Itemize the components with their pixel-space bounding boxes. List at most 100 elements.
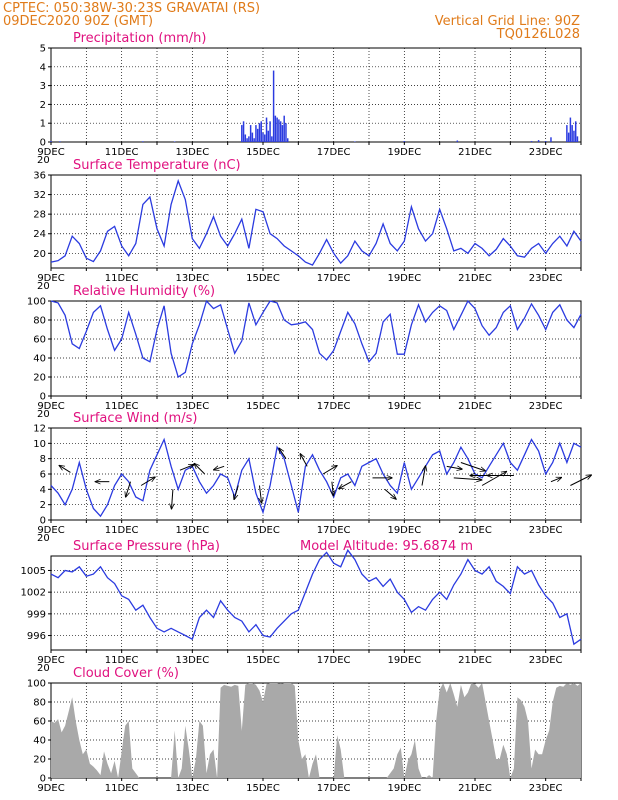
- precip-bar: [274, 115, 277, 142]
- pres-xtick-label: 17DEC: [317, 655, 351, 666]
- precip-xtick-label: 13DEC: [175, 147, 209, 158]
- wind-vector-arrow: [550, 477, 562, 483]
- wind-xtick-stub: 20: [37, 533, 50, 544]
- precip-bar: [255, 125, 257, 142]
- wind-ytick-label: 8: [40, 454, 46, 465]
- temp-ytick-label: 24: [33, 229, 46, 240]
- rh-panel: 0 20 40 60 80 100 9DEC 11DEC 13DEC 15DEC 17DEC 19DE…: [27, 284, 582, 420]
- precip-ytick-label: 1: [40, 119, 46, 130]
- rh-xtick-label: 23DEC: [529, 401, 563, 412]
- precip-bar: [258, 123, 261, 142]
- precip-xtick-stub: 20: [37, 155, 50, 166]
- wind-vector-arrow: [300, 454, 308, 467]
- pres-xtick-label: 9DEC: [37, 655, 64, 666]
- precip-bar: [456, 140, 459, 142]
- wind-vector-arrow: [339, 481, 352, 489]
- header-run-time: 09DEC2020 90Z (GMT): [3, 14, 153, 29]
- rh-title: Relative Humidity (%): [73, 284, 215, 299]
- cloud-xtick-label: 17DEC: [317, 783, 351, 794]
- wind-vector-arrow: [126, 481, 131, 497]
- temp-panel: 20 24 28 32 36 9DEC 11DEC 13DEC 15DEC 17DEC 19DEC 2…: [33, 158, 582, 292]
- precip-ytick-label: 0: [40, 138, 46, 149]
- precip-bar: [569, 117, 572, 142]
- wind-vector-arrow: [140, 477, 155, 486]
- cloud-xtick-label: 19DEC: [387, 783, 421, 794]
- header: CPTEC: 050:38W-30:23S GRAVATAI (RS) 09DE…: [3, 1, 580, 42]
- cloud-ytick-label: 40: [33, 736, 46, 747]
- precip-bar: [241, 125, 243, 142]
- wind-vector-arrow: [332, 481, 333, 496]
- wind-vector-arrow: [179, 465, 194, 471]
- wind-xtick-label: 19DEC: [387, 525, 421, 536]
- wind-vector-arrow: [481, 472, 507, 486]
- precip-bar: [271, 136, 273, 142]
- precip-bar: [260, 121, 262, 142]
- precip-bar: [262, 132, 264, 142]
- wind-ytick-label: 4: [40, 485, 46, 496]
- precip-bar: [567, 132, 570, 142]
- rh-xtick-stub: 20: [37, 409, 50, 420]
- rh-xtick-label: 13DEC: [175, 401, 209, 412]
- rh-ytick-label: 0: [40, 392, 46, 403]
- wind-ytick-label: 12: [33, 424, 46, 435]
- temp-ytick-label: 32: [33, 190, 46, 201]
- precip-bar: [251, 132, 254, 142]
- rh-xtick-label: 21DEC: [458, 401, 492, 412]
- pres-xtick-label: 15DEC: [246, 655, 280, 666]
- precip-bar: [173, 141, 176, 142]
- wind-vector-arrow: [322, 466, 337, 475]
- precip-bar: [573, 130, 575, 142]
- wind-ytick-label: 6: [40, 470, 46, 481]
- precip-bar: [246, 138, 248, 142]
- pres-ytick-label: 1002: [21, 588, 46, 599]
- temp-xtick-label: 11DEC: [105, 273, 139, 284]
- pres-series-line: [50, 548, 582, 646]
- precip-bar: [279, 121, 282, 142]
- pres-annotation: Model Altitude: 95.6874 m: [300, 539, 473, 554]
- wind-ytick-label: 10: [33, 439, 46, 450]
- rh-ytick-label: 40: [33, 354, 46, 365]
- rh-xtick-label: 17DEC: [317, 401, 351, 412]
- rh-ytick-label: 60: [33, 335, 46, 346]
- wind-vector-arrow: [446, 466, 462, 469]
- precip-xtick-label: 21DEC: [458, 147, 492, 158]
- wind-xtick-label: 11DEC: [105, 525, 139, 536]
- rh-xtick-label: 11DEC: [105, 401, 139, 412]
- temp-xtick-label: 23DEC: [529, 273, 563, 284]
- temp-xtick-stub: 20: [37, 281, 50, 292]
- precip-bar: [242, 121, 245, 142]
- rh-xtick-label: 19DEC: [387, 401, 421, 412]
- precip-bar: [256, 128, 259, 142]
- wind-xtick-label: 21DEC: [458, 525, 492, 536]
- precip-ytick-label: 4: [40, 62, 46, 73]
- precip-bar: [264, 134, 266, 142]
- cloud-ytick-label: 20: [33, 755, 46, 766]
- wind-xtick-label: 23DEC: [529, 525, 563, 536]
- temp-xtick-label: 15DEC: [246, 273, 280, 284]
- temp-frame: [50, 174, 582, 269]
- wind-vector-arrow: [453, 478, 482, 480]
- precip-bar: [276, 117, 278, 142]
- wind-series-line: [50, 437, 582, 518]
- precip-bar: [244, 134, 247, 142]
- cloud-ytick-label: 100: [27, 679, 46, 690]
- pres-xtick-label: 11DEC: [105, 655, 139, 666]
- cloud-cover-area: [51, 683, 581, 778]
- wind-vector-arrow: [259, 485, 261, 504]
- precip-bar: [544, 141, 547, 142]
- cloud-xtick-label: 15DEC: [246, 783, 280, 794]
- pres-xtick-label: 21DEC: [458, 655, 492, 666]
- wind-ytick-label: 0: [40, 516, 46, 527]
- wind-panel: 0 2 4 6 8 10 12 9DEC 11DEC 13DEC 15DEC 17DEC 19DEC 21…: [33, 411, 591, 544]
- wind-xtick-label: 17DEC: [317, 525, 351, 536]
- pres-xtick-label: 19DEC: [387, 655, 421, 666]
- precip-bar: [354, 141, 356, 142]
- wind-vector-arrow: [234, 485, 239, 500]
- precip-bar: [59, 141, 61, 142]
- header-location: CPTEC: 050:38W-30:23S GRAVATAI (RS): [3, 1, 260, 16]
- precip-xtick-label: 17DEC: [317, 147, 351, 158]
- wind-vector-arrow: [194, 464, 206, 475]
- precip-bar: [253, 138, 255, 142]
- precip-bar: [285, 123, 287, 142]
